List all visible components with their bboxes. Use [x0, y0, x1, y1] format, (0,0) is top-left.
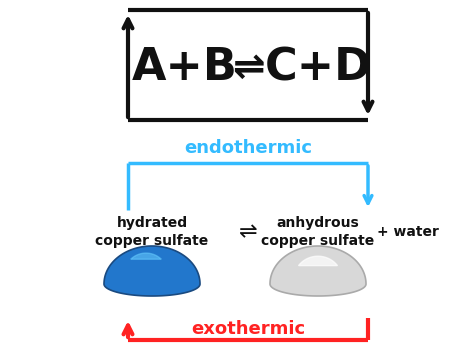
Polygon shape: [104, 246, 200, 296]
Text: ⇌: ⇌: [239, 222, 257, 242]
Text: exothermic: exothermic: [191, 320, 305, 338]
Text: hydrated
copper sulfate: hydrated copper sulfate: [95, 216, 209, 248]
Polygon shape: [270, 246, 366, 296]
Text: ⇌: ⇌: [232, 49, 264, 87]
Text: endothermic: endothermic: [184, 139, 312, 157]
Polygon shape: [299, 256, 337, 266]
Text: anhydrous
copper sulfate: anhydrous copper sulfate: [261, 216, 374, 248]
Text: + water: + water: [377, 225, 439, 239]
Text: A+B: A+B: [132, 47, 238, 89]
Polygon shape: [131, 253, 161, 259]
Text: C+D: C+D: [264, 47, 372, 89]
